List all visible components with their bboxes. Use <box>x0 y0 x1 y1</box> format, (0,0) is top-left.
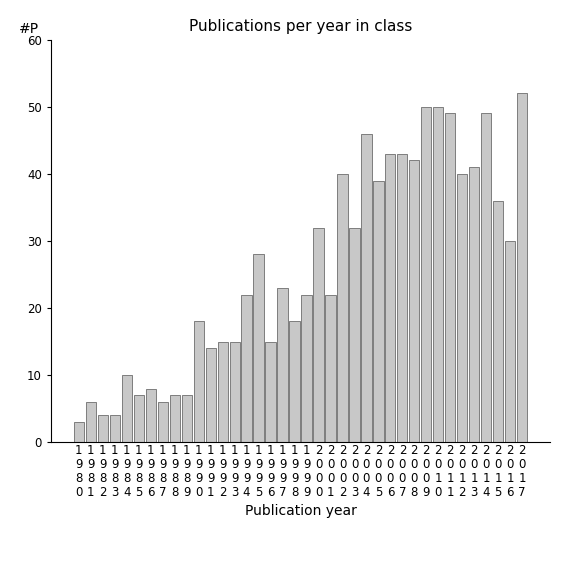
Bar <box>205 348 215 442</box>
Bar <box>98 416 108 442</box>
Bar <box>146 388 156 442</box>
Bar <box>469 167 479 442</box>
Bar <box>445 113 455 442</box>
Bar <box>481 113 492 442</box>
Bar <box>170 395 180 442</box>
Bar <box>517 94 527 442</box>
Bar <box>386 154 396 442</box>
Bar <box>181 395 192 442</box>
Bar <box>218 341 228 442</box>
Bar <box>325 295 336 442</box>
Bar <box>253 255 264 442</box>
Bar <box>122 375 132 442</box>
Text: #P: #P <box>19 22 39 36</box>
Bar <box>86 402 96 442</box>
Bar <box>230 341 240 442</box>
Bar <box>457 174 467 442</box>
Bar <box>193 321 204 442</box>
X-axis label: Publication year: Publication year <box>244 504 357 518</box>
Bar <box>505 241 515 442</box>
Bar <box>349 227 359 442</box>
Bar <box>433 107 443 442</box>
Bar <box>314 227 324 442</box>
Bar <box>397 154 408 442</box>
Bar <box>373 180 383 442</box>
Bar <box>409 160 420 442</box>
Bar <box>337 174 348 442</box>
Bar <box>74 422 84 442</box>
Bar <box>109 416 120 442</box>
Bar <box>289 321 299 442</box>
Bar <box>242 295 252 442</box>
Bar <box>158 402 168 442</box>
Bar <box>421 107 431 442</box>
Bar <box>277 288 287 442</box>
Bar <box>493 201 503 442</box>
Bar <box>361 134 371 442</box>
Bar <box>302 295 312 442</box>
Bar <box>265 341 276 442</box>
Bar <box>134 395 144 442</box>
Title: Publications per year in class: Publications per year in class <box>189 19 412 35</box>
